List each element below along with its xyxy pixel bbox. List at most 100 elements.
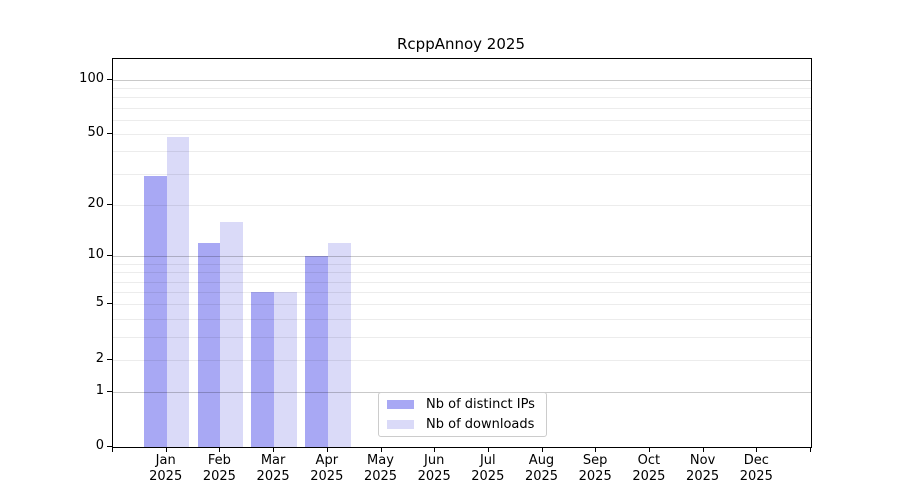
gridline-minor <box>113 318 811 320</box>
gridline-minor <box>113 281 811 283</box>
x-tick-label-jan: Jan 2025 <box>134 453 198 485</box>
gridline-minor <box>113 119 811 121</box>
x-tick-label-feb: Feb 2025 <box>187 453 251 485</box>
y-axis-tick <box>107 358 112 360</box>
gridline-minor <box>113 359 811 361</box>
x-tick-month: Dec <box>743 453 769 468</box>
x-tick-month: Mar <box>260 453 286 468</box>
y-axis-tick <box>107 390 112 392</box>
x-tick-label-may: May 2025 <box>349 453 413 485</box>
x-tick-month: Oct <box>637 453 661 468</box>
x-axis-tick <box>541 447 543 452</box>
x-tick-label-nov: Nov 2025 <box>671 453 735 485</box>
y-tick-label: 0 <box>95 438 104 453</box>
gridline-minor <box>113 88 811 89</box>
gridline-minor <box>113 204 811 206</box>
y-tick-label: 2 <box>95 350 104 366</box>
bar-feb-downloads <box>220 221 244 447</box>
x-tick-year: 2025 <box>632 469 666 484</box>
x-tick-month: Jul <box>479 453 496 468</box>
bar-mar-distinct-ips <box>251 292 275 447</box>
legend-label-distinct-ips: Nb of distinct IPs <box>426 397 535 412</box>
x-tick-year: 2025 <box>256 469 290 484</box>
x-tick-month: Aug <box>528 453 555 468</box>
y-axis-tick <box>107 303 112 305</box>
plot-area <box>112 58 812 448</box>
x-tick-year: 2025 <box>578 469 612 484</box>
gridline-minor <box>113 272 811 274</box>
y-axis-tick <box>107 203 112 205</box>
x-tick-label-dec: Dec 2025 <box>724 453 788 485</box>
x-axis-tick <box>273 447 275 452</box>
x-tick-month: May <box>367 453 394 468</box>
x-tick-year: 2025 <box>471 469 505 484</box>
x-tick-year: 2025 <box>202 469 236 484</box>
legend-swatch-distinct-ips <box>387 400 414 409</box>
x-axis-tick <box>595 447 597 452</box>
bar-jan-distinct-ips <box>143 176 167 447</box>
y-tick-label: 10 <box>87 247 104 263</box>
legend-label-downloads: Nb of downloads <box>426 417 535 432</box>
bar-apr-distinct-ips <box>305 256 328 447</box>
x-tick-year: 2025 <box>524 469 559 484</box>
x-tick-label-aug: Aug 2025 <box>510 453 574 485</box>
x-axis-tick <box>434 447 436 452</box>
legend: Nb of distinct IPs Nb of downloads <box>378 392 547 437</box>
x-tick-year: 2025 <box>417 469 451 484</box>
y-tick-label: 100 <box>79 70 104 86</box>
bar-mar-downloads <box>274 292 297 447</box>
x-tick-year: 2025 <box>149 469 183 484</box>
x-axis-tick <box>487 447 489 452</box>
gridline-minor <box>113 336 811 338</box>
legend-swatch-downloads <box>387 420 414 429</box>
x-axis-tick <box>326 447 328 452</box>
legend-item-downloads: Nb of downloads <box>387 416 538 433</box>
x-tick-label-apr: Apr 2025 <box>295 453 359 485</box>
x-axis-edge-tick <box>810 447 811 452</box>
y-axis-tick <box>107 255 112 257</box>
x-axis-tick <box>380 447 382 452</box>
x-tick-label-jul: Jul 2025 <box>456 453 520 485</box>
bar-feb-distinct-ips <box>197 242 221 447</box>
gridline-minor <box>113 151 811 153</box>
x-tick-label-oct: Oct 2025 <box>617 453 681 485</box>
x-axis-tick <box>648 447 650 452</box>
x-tick-label-sep: Sep 2025 <box>563 453 627 485</box>
x-tick-year: 2025 <box>739 469 773 484</box>
x-tick-label-mar: Mar 2025 <box>241 453 305 485</box>
gridline-minor <box>113 173 811 175</box>
y-tick-label: 20 <box>87 195 104 211</box>
y-axis-tick <box>107 133 112 135</box>
x-tick-month: Feb <box>207 453 231 468</box>
x-tick-label-jun: Jun 2025 <box>402 453 466 485</box>
bar-jan-downloads <box>166 137 190 447</box>
x-tick-month: Sep <box>582 453 608 468</box>
gridline-minor <box>113 292 811 294</box>
x-axis-tick <box>219 447 221 452</box>
x-tick-year: 2025 <box>310 469 344 484</box>
gridline-major <box>113 79 811 81</box>
x-axis-tick <box>702 447 704 452</box>
bar-apr-downloads <box>327 242 351 447</box>
legend-item-distinct-ips: Nb of distinct IPs <box>387 396 538 413</box>
x-tick-month: Nov <box>689 453 716 468</box>
x-axis-edge-tick <box>112 447 113 452</box>
x-tick-month: Apr <box>315 453 339 468</box>
gridline-minor <box>113 97 811 99</box>
x-tick-year: 2025 <box>686 469 720 484</box>
x-tick-month: Jan <box>155 453 176 468</box>
x-axis-tick <box>165 447 167 452</box>
gridline-major <box>113 256 811 258</box>
y-axis-tick <box>107 446 112 447</box>
y-tick-label: 50 <box>87 125 104 141</box>
x-tick-year: 2025 <box>363 469 398 484</box>
y-axis-tick <box>107 78 112 80</box>
gridline-minor <box>113 134 811 136</box>
gridline-minor <box>113 263 811 265</box>
gridline-minor <box>113 107 811 109</box>
y-tick-label: 1 <box>95 382 104 398</box>
x-tick-month: Jun <box>424 453 445 468</box>
gridline-minor <box>113 304 811 306</box>
x-axis-tick <box>756 447 758 452</box>
